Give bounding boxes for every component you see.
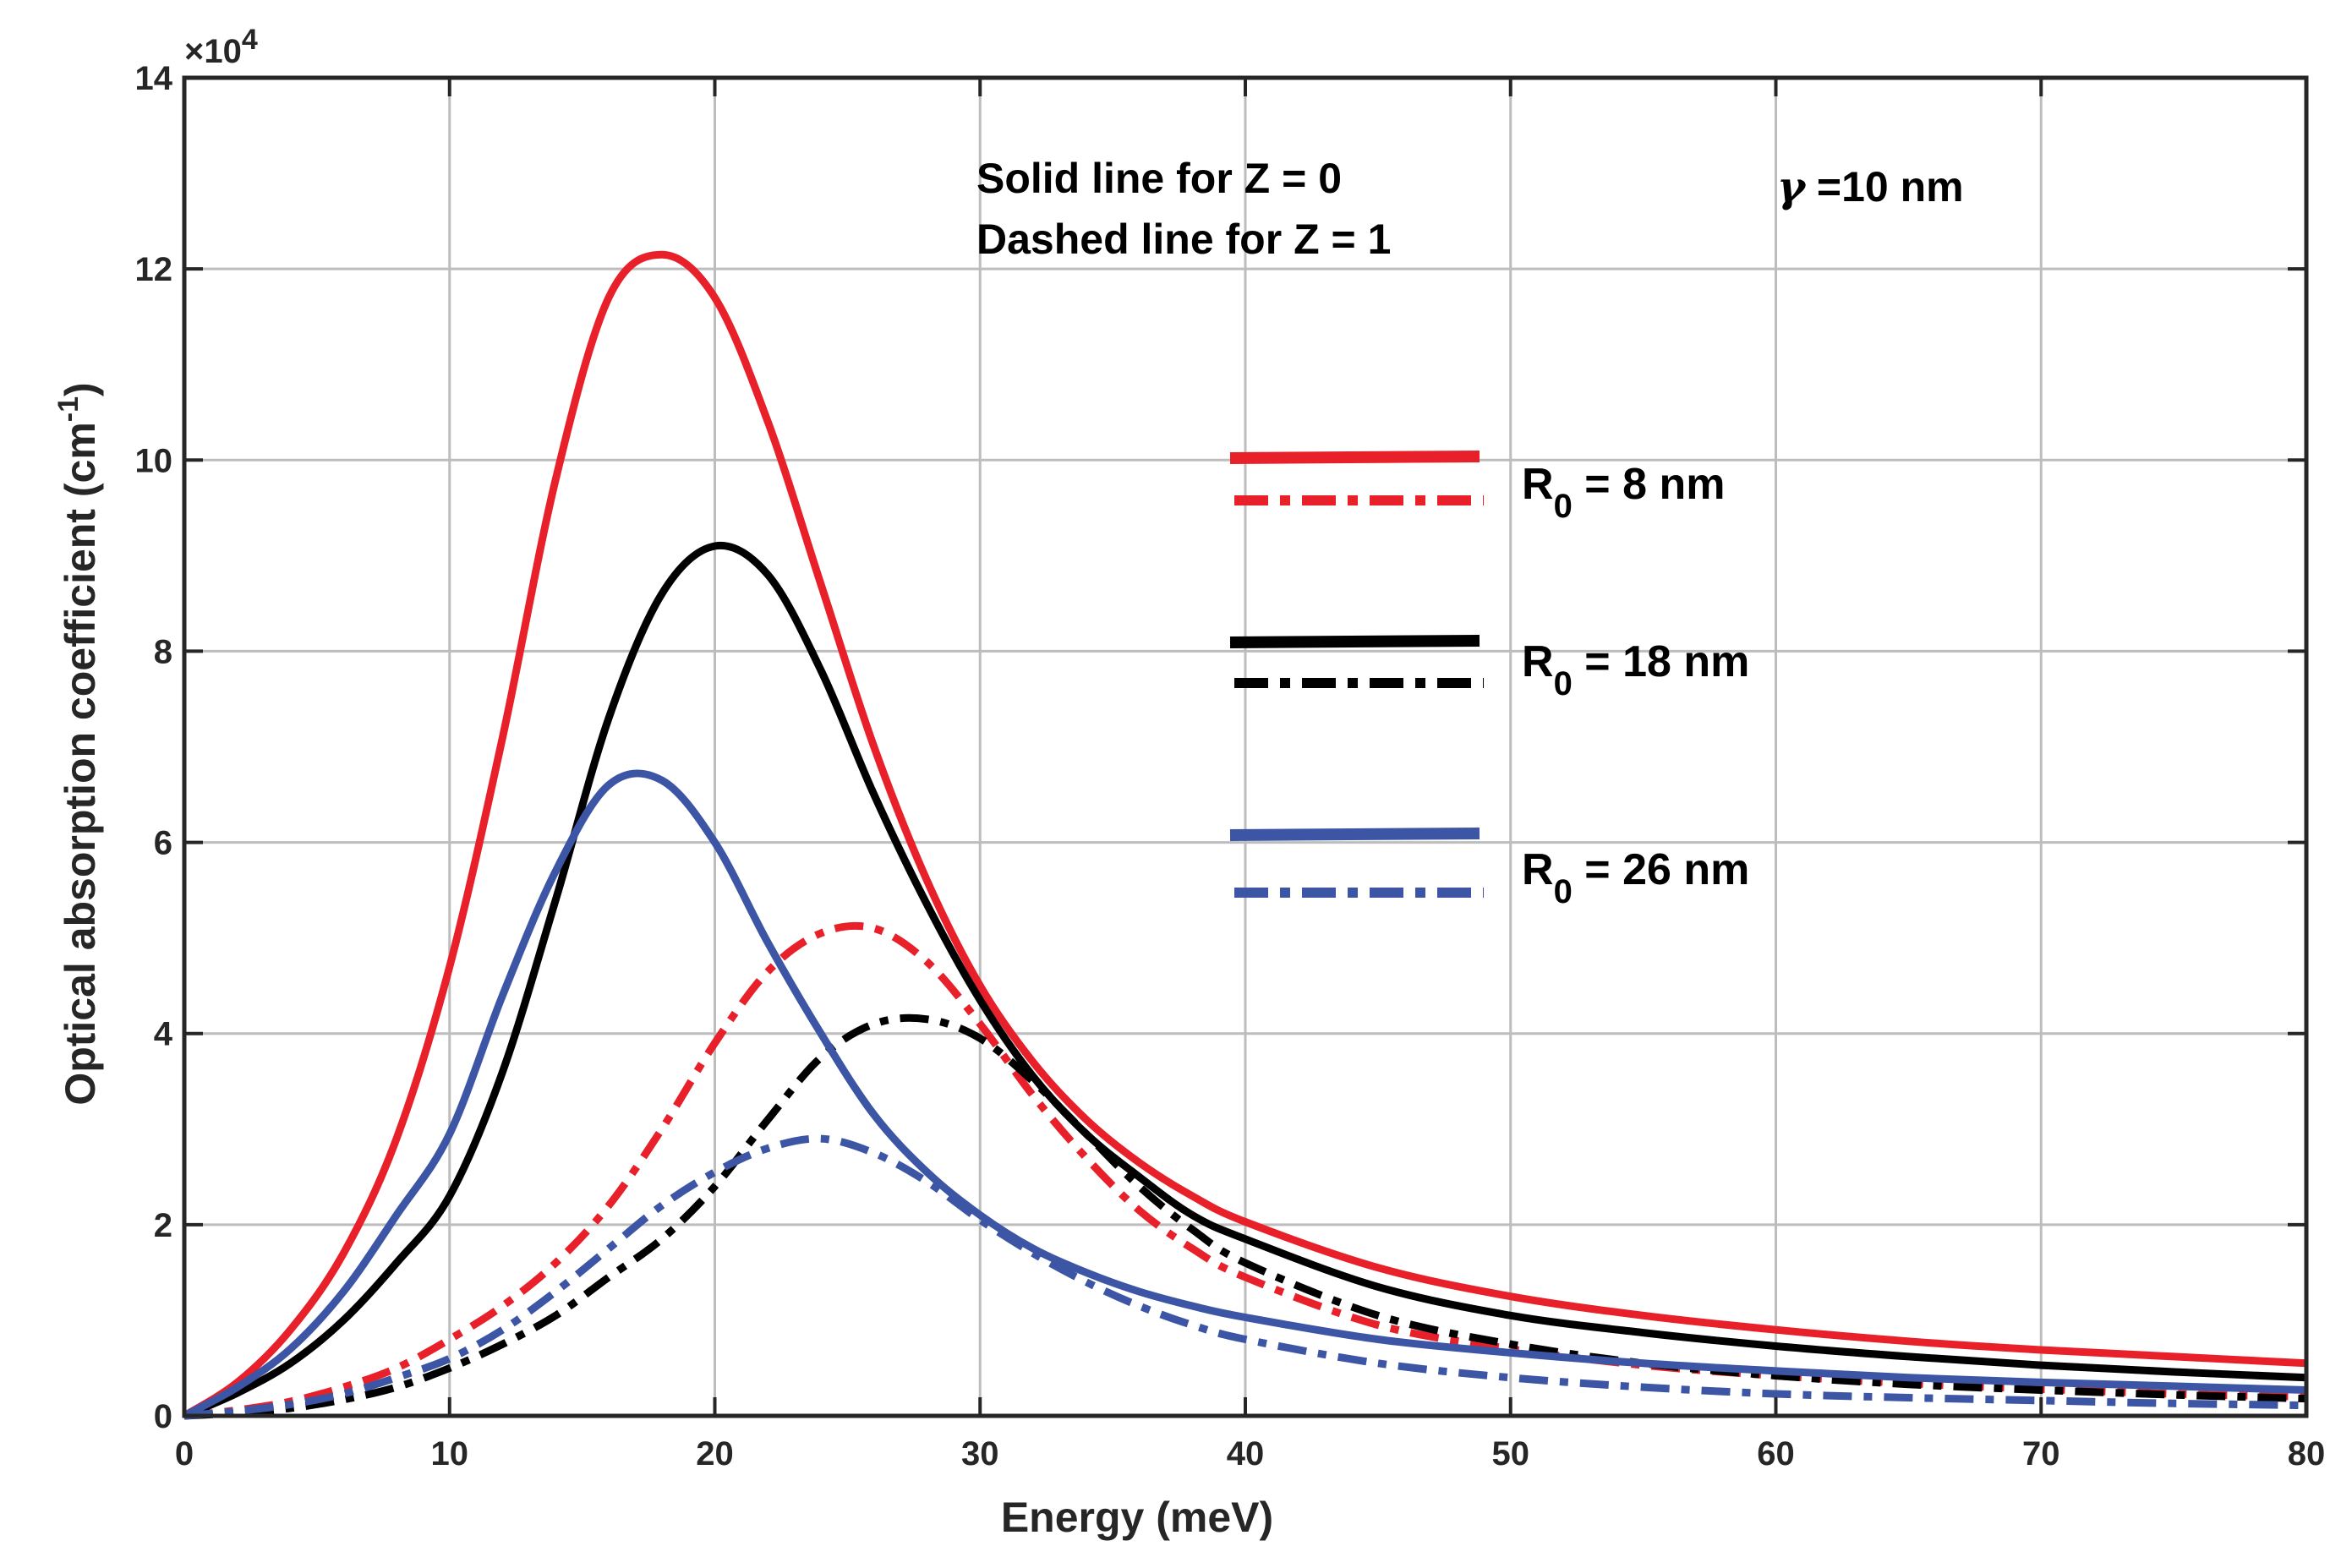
- x-tick-label: 80: [2288, 1435, 2326, 1472]
- series-line-6: [183, 1134, 2307, 1420]
- y-tick-label: 8: [154, 633, 172, 670]
- x-tick-label: 60: [1757, 1435, 1795, 1472]
- x-axis-title: Energy (meV): [1001, 1494, 1273, 1541]
- annotation-dashed: Dashed line for Z = 1: [976, 216, 1391, 263]
- series-line-4: [183, 1013, 2307, 1420]
- y-multiplier: ×104: [184, 24, 258, 70]
- legend-label: R0 = 8 nm: [1522, 460, 1725, 525]
- x-tick-label: 50: [1492, 1435, 1530, 1472]
- series-layer: [182, 250, 2307, 1420]
- x-tick-label: 20: [696, 1435, 734, 1472]
- series-line-1: [182, 250, 2307, 1419]
- legend-solid-sample: [1229, 451, 1480, 464]
- x-tick-label: 30: [961, 1435, 999, 1472]
- legend: R0 = 8 nm R0 = 18 nm R0 = 26 nm: [1229, 451, 1749, 910]
- y-tick-label: 0: [154, 1398, 172, 1435]
- legend-solid-sample: [1229, 828, 1480, 841]
- ticks: 0 10 20 30 40 50 60 70 80 0 2 4 6 8 10 12 14: [135, 60, 2326, 1472]
- y-tick-label: 4: [154, 1016, 173, 1053]
- grid: [184, 78, 2306, 1416]
- y-tick-label: 10: [135, 442, 173, 479]
- y-tick-label: 12: [135, 251, 173, 288]
- x-tick-label: 0: [175, 1435, 194, 1472]
- series-line-3: [183, 541, 2307, 1420]
- legend-label: R0 = 18 nm: [1522, 637, 1749, 702]
- x-tick-label: 70: [2022, 1435, 2060, 1472]
- series-line-5: [182, 769, 2307, 1419]
- legend-solid-sample: [1229, 635, 1480, 648]
- annotation-gamma: γ =10 nm: [1777, 161, 1964, 211]
- y-tick-label: 6: [154, 825, 172, 862]
- y-tick-label: 2: [154, 1207, 172, 1244]
- y-axis-title: Optical absorption coefficient (cm-1): [52, 382, 104, 1105]
- x-tick-label: 40: [1227, 1435, 1265, 1472]
- legend-label: R0 = 26 nm: [1522, 845, 1749, 910]
- annotation-solid: Solid line for Z = 0: [976, 155, 1342, 202]
- y-tick-label: 14: [135, 60, 173, 97]
- x-tick-label: 10: [431, 1435, 469, 1472]
